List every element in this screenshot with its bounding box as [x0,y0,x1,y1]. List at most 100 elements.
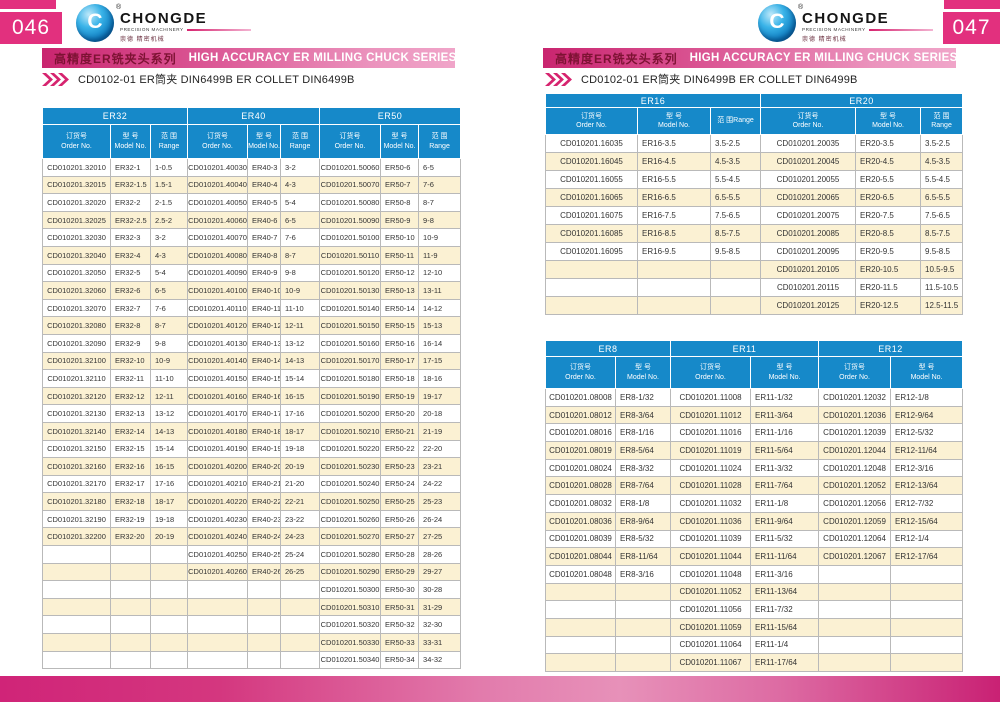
table-row: CD010201.32025 ER32-2.5 2.5-2 CD010201.4006… [42,210,462,230]
order-no-cell [187,597,249,617]
table-row: CD010201.32090 ER32-9 9-8 CD010201.40130 ER4… [42,333,462,353]
model-no-cell: ER40-18 [247,421,282,441]
table-row: CD010201.16075 ER16-7.5 7.5-6.5 CD010201.20… [545,206,964,225]
order-no-cell: CD010201.20125 [760,296,857,315]
order-no-cell: CD010201.32110 [42,369,111,388]
range-cell [280,650,321,670]
order-no-cell [187,615,249,635]
range-cell: 10.5-9.5 [920,260,964,279]
order-no-cell: CD010201.50230 [319,457,382,476]
page-number-tab-right: 047 [943,0,1000,44]
range-cell: 4-3 [280,175,321,195]
range-cell: 26-24 [418,509,462,529]
model-no-cell [614,653,672,672]
table-row: CD010201.32150 ER32-15 15-14 CD010201.40190… [42,439,462,459]
model-no-cell: ER40-24 [247,527,282,547]
model-no-cell: ER50-9 [380,210,420,230]
model-no-cell: ER11-5/32 [750,529,820,549]
range-cell: 12-10 [418,263,462,283]
model-no-cell: ER8-5/64 [614,441,672,460]
range-cell: 3-2 [149,228,189,247]
model-no-cell [247,615,282,635]
order-no-cell: CD010201.11012 [670,405,752,425]
model-no-cell: ER50-23 [380,457,420,476]
model-no-cell: ER32-6 [110,281,151,300]
page-tab-strip [0,0,56,9]
model-no-cell: ER50-31 [380,597,420,617]
column-header: 订货号 Order No. [187,124,249,159]
model-no-cell: ER50-28 [380,545,420,564]
model-no-cell: ER11-3/64 [750,405,820,425]
model-no-cell: ER8-5/32 [614,529,672,549]
product-subtitle-row: CD0102-01 ER筒夹 DIN6499B ER COLLET DIN649… [545,71,858,87]
model-no-cell: ER20-4.5 [855,152,922,171]
product-subtitle-row: CD0102-01 ER筒夹 DIN6499B ER COLLET DIN649… [42,71,355,87]
table-row: CD010201.32160 ER32-16 16-15 CD010201.40200… [42,457,462,476]
table-row: CD010201.32020 ER32-2 2-1.5 CD010201.40050 E… [42,193,462,212]
range-cell: 5.5-4.5 [709,170,762,189]
model-no-cell: ER16-5.5 [637,170,711,189]
range-cell: 3.5-2.5 [709,134,762,153]
model-no-cell: ER8-3/16 [614,564,672,584]
model-no-cell: ER40-23 [247,509,282,529]
range-cell: 8-7 [280,245,321,265]
order-no-cell: CD010201.20095 [760,242,857,261]
order-no-cell: CD010201.32060 [42,281,111,300]
range-cell: 16-14 [418,333,462,353]
series-title-chinese: 高精度ER铣夹头系列 [54,51,177,66]
model-no-cell: ER50-20 [380,404,420,423]
registered-mark-icon: ® [116,4,122,11]
table-row: CD010201.50330 ER50-33 33-31 [42,633,462,652]
table-row: CD010201.08024 ER8-3/32 CD010201.11024 ER11… [545,458,964,478]
range-cell: 8-7 [149,316,189,335]
range-cell: 26-25 [280,562,321,582]
order-no-cell: CD010201.11032 [670,494,752,513]
er8-er11-er12-collet-table: ER8 ER11 ER12 订货号 Order No. 型 号 Model No. 订货号 Or… [544,340,964,672]
order-no-cell: CD010201.08008 [545,388,616,407]
model-no-cell: ER32-2.5 [110,210,151,230]
range-cell: 16-15 [149,457,189,476]
range-cell: 31-29 [418,597,462,617]
table-row: CD010201.11059 ER11-15/64 [545,617,964,637]
order-no-cell: CD010201.40190 [187,439,249,459]
order-no-cell: CD010201.11036 [670,511,752,531]
table-row: CD010201.11067 ER11-17/64 [545,653,964,672]
column-header: 型 号 Model No. [247,124,282,159]
order-no-cell: CD010201.32200 [42,527,111,547]
order-no-cell: CD010201.40110 [187,298,249,318]
range-cell: 7-6 [280,228,321,247]
order-no-cell: CD010201.08012 [545,405,616,425]
registered-mark-icon: ® [798,4,804,11]
model-no-cell: ER40-10 [247,281,282,300]
order-no-cell: CD010201.50300 [319,580,382,599]
order-no-cell: CD010201.16055 [545,170,638,189]
model-no-cell: ER12-1/8 [890,388,964,407]
order-no-cell: CD010201.20085 [760,224,857,243]
model-no-cell: ER40-20 [247,457,282,476]
range-cell: 5-4 [280,193,321,212]
model-no-cell: ER50-8 [380,193,420,212]
order-no-cell: CD010201.50140 [319,298,382,318]
model-no-cell: ER11-3/32 [750,458,820,478]
order-no-cell: CD010201.32040 [42,245,111,265]
range-cell: 16-15 [280,386,321,406]
model-no-cell: ER32-19 [110,509,151,529]
model-no-cell: ER40-22 [247,492,282,511]
brand-tagline-row: PRECISION MACHINERY [120,27,251,32]
range-cell: 14-12 [418,298,462,318]
range-cell: 7.5-6.5 [709,206,762,225]
model-no-cell: ER40-3 [247,158,282,177]
model-no-cell: ER11-11/64 [750,547,820,566]
range-cell [709,296,762,315]
order-no-cell: CD010201.50240 [319,474,382,494]
order-no-cell: CD010201.32140 [42,421,111,441]
model-no-cell [110,545,151,564]
table-row: CD010201.32120 ER32-12 12-11 CD010201.40160… [42,386,462,406]
range-cell: 34-32 [418,650,462,670]
order-no-cell: CD010201.32015 [42,175,111,195]
model-no-cell [637,260,711,279]
model-no-cell: ER16-8.5 [637,224,711,243]
order-no-cell: CD010201.11064 [670,635,752,655]
order-no-cell [187,650,249,670]
